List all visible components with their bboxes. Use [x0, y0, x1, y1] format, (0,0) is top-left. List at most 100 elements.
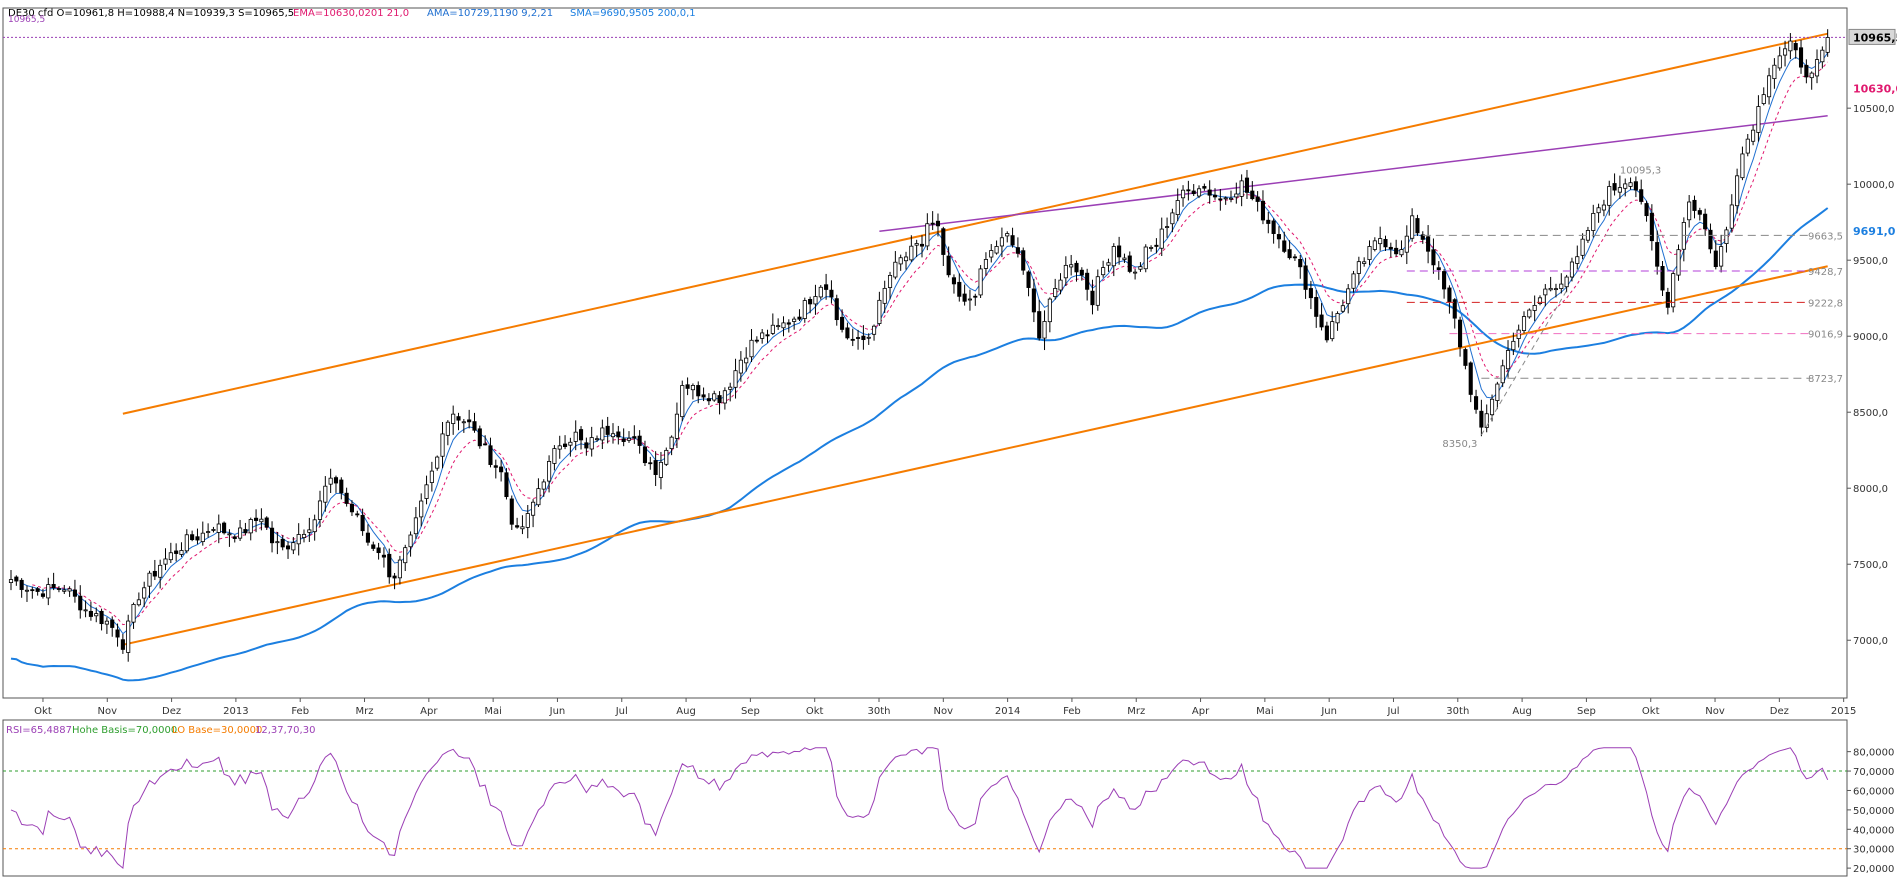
candle [1553, 283, 1559, 298]
candle [1713, 240, 1718, 270]
candle [1740, 146, 1745, 181]
x-tick-label: Dez [162, 706, 181, 717]
candle [488, 437, 493, 468]
candle [829, 280, 834, 304]
candle [594, 435, 600, 442]
candle [1218, 188, 1223, 211]
candle [206, 523, 211, 538]
candle [1596, 203, 1601, 223]
resistance-line[interactable] [879, 115, 1828, 233]
candle [1276, 226, 1281, 249]
rsi-lo-label: LO Base=30,0000 [172, 725, 262, 736]
candle [222, 521, 227, 535]
candle [1745, 133, 1750, 157]
candle [1394, 239, 1399, 257]
candle [882, 280, 887, 314]
candle [1644, 200, 1649, 222]
y-tick-label: 9500,0 [1853, 256, 1888, 267]
candle [1074, 260, 1079, 282]
candle [397, 555, 402, 585]
candle [541, 479, 546, 497]
candle [1767, 67, 1772, 105]
candle [78, 585, 83, 619]
high-label: 10095,3 [1620, 166, 1661, 177]
candle [770, 313, 775, 336]
candle [840, 309, 845, 333]
candle [568, 437, 573, 457]
candle [557, 435, 562, 459]
candle [1351, 270, 1356, 293]
candle [1655, 230, 1660, 275]
rsi-tick-label: 60,0000 [1853, 786, 1894, 797]
candle [1196, 185, 1202, 199]
candle [792, 316, 797, 330]
candle [131, 602, 136, 629]
candle [1628, 177, 1633, 190]
candle [1814, 49, 1820, 84]
candle [632, 425, 637, 444]
level-label: 9222,8 [1808, 298, 1843, 309]
price-tag: 10630,0 [1853, 82, 1897, 95]
candle [493, 459, 498, 479]
candle [1415, 214, 1420, 236]
candle [1090, 279, 1095, 315]
candle [504, 468, 509, 500]
candle [1239, 174, 1244, 207]
candle [1010, 227, 1015, 248]
ama-line [21, 52, 1829, 635]
channel-lower-line[interactable] [122, 265, 1828, 646]
candle [1133, 269, 1138, 280]
ema-line [32, 61, 1829, 626]
candle [1623, 178, 1628, 197]
candle [1617, 175, 1622, 199]
candle [1330, 311, 1335, 342]
candle [1186, 180, 1191, 201]
candle [72, 579, 77, 603]
x-tick-label: Nov [934, 706, 954, 717]
candle [781, 316, 786, 337]
candle [1031, 278, 1036, 323]
candle [946, 246, 951, 278]
candle [1649, 204, 1654, 251]
candle [669, 435, 674, 456]
candle [163, 548, 168, 571]
candle [355, 510, 360, 518]
candle [696, 381, 701, 404]
candle [1436, 261, 1441, 280]
candle [925, 213, 930, 251]
candle [893, 251, 898, 280]
rsi-params-label: 12,37,70,30 [255, 725, 315, 736]
candle [403, 544, 408, 572]
candle [1495, 381, 1500, 410]
candle [158, 559, 163, 589]
candle [520, 515, 525, 535]
y-tick-label: 9000,0 [1853, 332, 1888, 343]
candle [307, 517, 312, 542]
candle [1442, 269, 1447, 299]
channel-upper-line[interactable] [122, 32, 1828, 415]
candle [1319, 303, 1324, 331]
candle [605, 416, 610, 444]
candle [1426, 225, 1431, 264]
candle [1798, 39, 1804, 74]
candle [1607, 180, 1612, 216]
candle [973, 293, 978, 306]
y-tick-label: 10500,0 [1853, 104, 1894, 115]
candle [1266, 211, 1271, 234]
candle [275, 531, 280, 555]
candle [1783, 40, 1788, 67]
candle [1111, 243, 1116, 277]
candle [1410, 208, 1415, 242]
candle [1772, 58, 1777, 89]
candle [1804, 59, 1809, 84]
candle [1095, 269, 1100, 311]
candle [1431, 238, 1436, 274]
candle [1447, 285, 1452, 314]
candle [1601, 199, 1606, 217]
x-tick-label: Okt [1642, 706, 1660, 717]
candle [1404, 225, 1409, 265]
candle [472, 412, 477, 433]
candle [1788, 33, 1793, 60]
candle [1532, 295, 1537, 322]
